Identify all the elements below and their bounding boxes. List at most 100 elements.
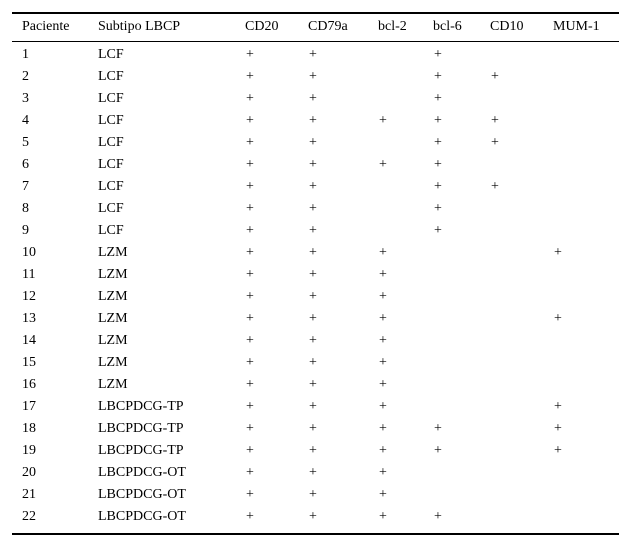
cell-text: 5 [22,135,29,150]
cell-mark: + [309,113,317,128]
header-rule [12,41,619,42]
cell-text: 14 [22,333,36,348]
cell-mark: + [434,91,442,106]
cell-mark: + [554,245,562,260]
cell-mark: + [379,465,387,480]
cell-mark: + [379,267,387,282]
cell-mark: + [246,289,254,304]
cell-text: 4 [22,113,29,128]
cell-mark: + [309,223,317,238]
cell-mark: + [554,421,562,436]
cell-text: 7 [22,179,29,194]
cell-mark: + [309,267,317,282]
cell-text: 22 [22,509,36,524]
cell-mark: + [246,135,254,150]
cell-mark: + [309,91,317,106]
cell-text: 6 [22,157,29,172]
cell-mark: + [554,311,562,326]
cell-mark: + [309,179,317,194]
header-cell: MUM-1 [553,19,600,34]
cell-mark: + [309,333,317,348]
cell-mark: + [309,487,317,502]
cell-text: LBCPDCG-OT [98,487,186,502]
cell-text: LCF [98,179,124,194]
cell-text: 1 [22,47,29,62]
cell-mark: + [379,355,387,370]
cell-mark: + [379,399,387,414]
cell-mark: + [379,113,387,128]
cell-text: LZM [98,245,128,260]
cell-text: LZM [98,267,128,282]
header-cell: CD10 [490,19,524,34]
cell-text: 15 [22,355,36,370]
cell-text: LCF [98,223,124,238]
header-cell: CD79a [308,19,348,34]
header-cell: CD20 [245,19,279,34]
cell-text: 10 [22,245,36,260]
cell-mark: + [246,399,254,414]
cell-mark: + [246,333,254,348]
cell-text: 21 [22,487,36,502]
cell-mark: + [246,69,254,84]
cell-mark: + [379,377,387,392]
cell-mark: + [246,113,254,128]
cell-text: LBCPDCG-OT [98,509,186,524]
cell-mark: + [434,157,442,172]
cell-mark: + [246,465,254,480]
cell-mark: + [246,377,254,392]
cell-mark: + [246,223,254,238]
cell-mark: + [434,509,442,524]
cell-mark: + [434,443,442,458]
bottom-rule [12,533,619,535]
cell-text: 20 [22,465,36,480]
cell-text: 12 [22,289,36,304]
cell-text: LCF [98,157,124,172]
cell-mark: + [434,421,442,436]
cell-mark: + [379,157,387,172]
cell-mark: + [309,157,317,172]
cell-mark: + [434,69,442,84]
cell-mark: + [246,91,254,106]
cell-text: LCF [98,201,124,216]
cell-mark: + [246,245,254,260]
cell-mark: + [379,245,387,260]
cell-mark: + [246,47,254,62]
cell-mark: + [379,443,387,458]
cell-mark: + [491,69,499,84]
cell-mark: + [246,201,254,216]
cell-text: 17 [22,399,36,414]
cell-mark: + [309,399,317,414]
cell-mark: + [309,69,317,84]
cell-mark: + [309,443,317,458]
cell-mark: + [491,113,499,128]
cell-text: 16 [22,377,36,392]
cell-mark: + [309,245,317,260]
header-cell: bcl-6 [433,19,462,34]
cell-mark: + [309,47,317,62]
cell-mark: + [246,311,254,326]
cell-text: 19 [22,443,36,458]
cell-text: LCF [98,135,124,150]
cell-text: LBCPDCG-OT [98,465,186,480]
cell-mark: + [309,289,317,304]
cell-mark: + [379,421,387,436]
header-cell: Paciente [22,19,70,34]
header-cell: bcl-2 [378,19,407,34]
cell-text: 18 [22,421,36,436]
cell-mark: + [554,443,562,458]
cell-mark: + [379,487,387,502]
cell-text: LZM [98,355,128,370]
cell-mark: + [434,47,442,62]
cell-text: LZM [98,333,128,348]
cell-mark: + [434,135,442,150]
cell-mark: + [379,311,387,326]
cell-text: LZM [98,311,128,326]
cell-mark: + [434,223,442,238]
cell-mark: + [309,201,317,216]
cell-mark: + [246,355,254,370]
cell-text: LCF [98,69,124,84]
cell-text: LCF [98,47,124,62]
cell-mark: + [309,377,317,392]
